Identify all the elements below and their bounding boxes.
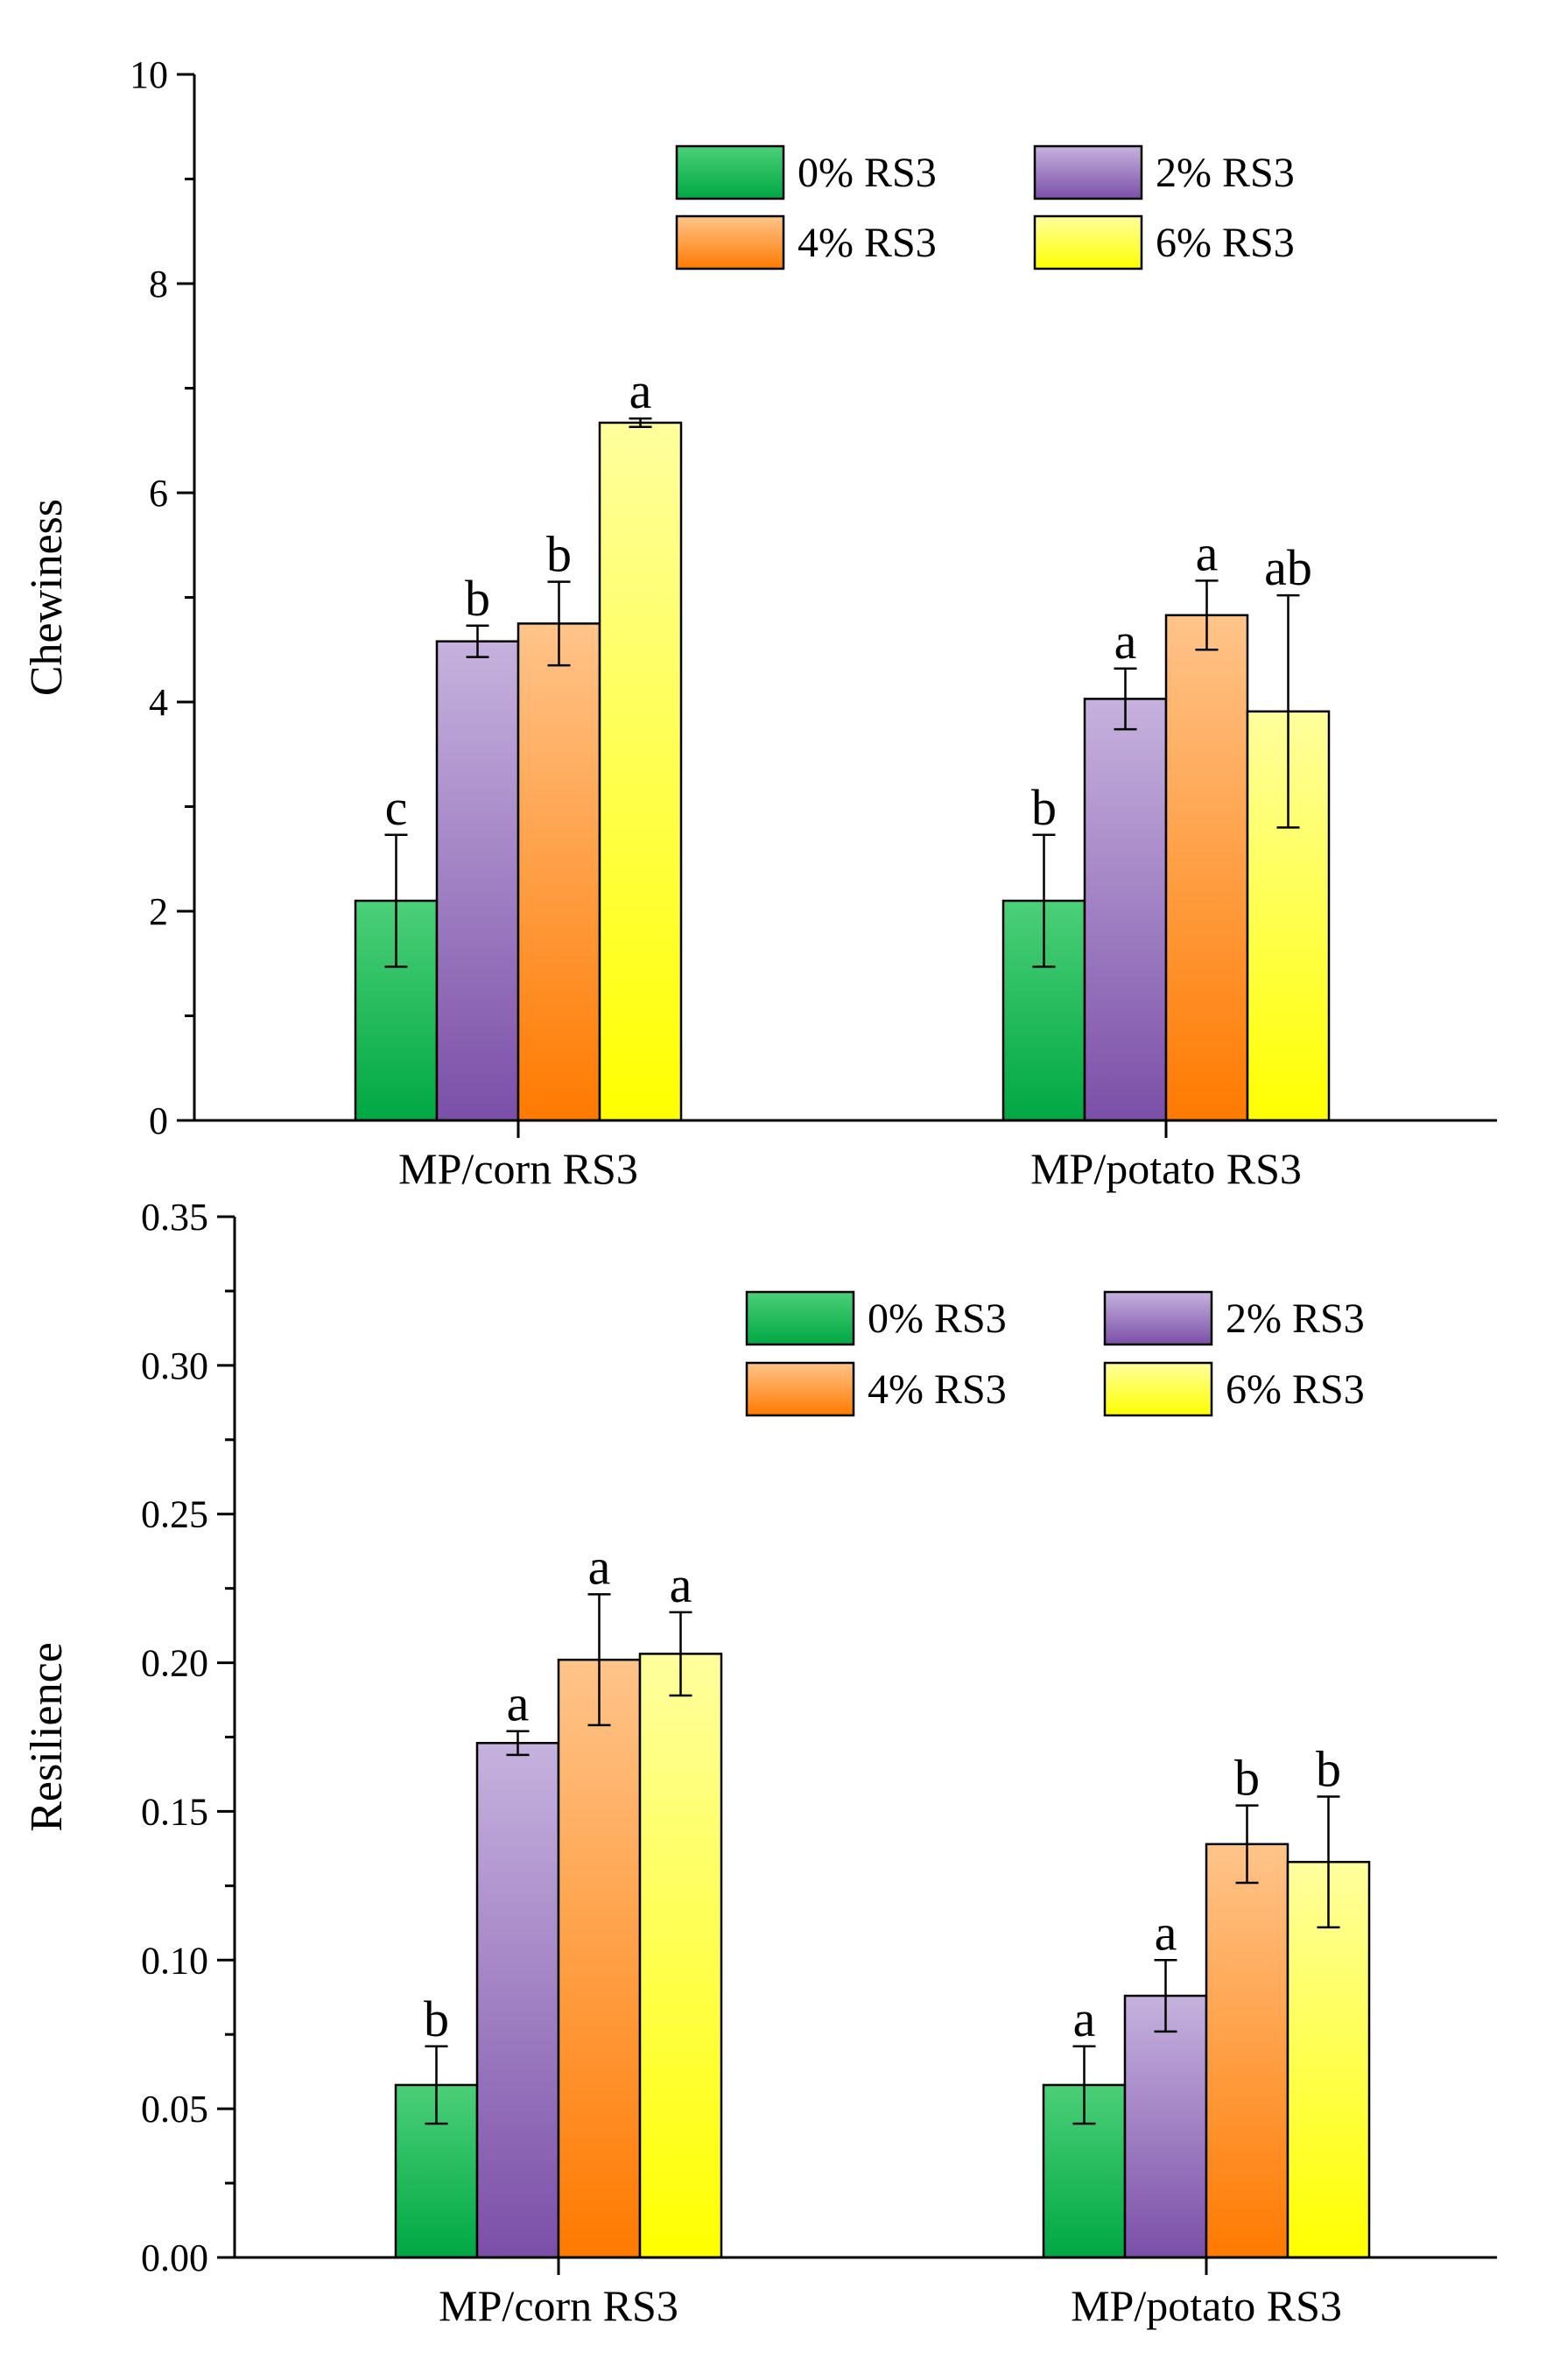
y-tick-label: 0.20 <box>141 1642 208 1685</box>
y-tick-label: 4 <box>149 681 168 724</box>
significance-letter: a <box>1155 1904 1177 1961</box>
legend-swatch <box>745 1290 855 1346</box>
error-bar-mp-corn-rs3-4pct-rs3 <box>547 580 571 667</box>
significance-letter: a <box>588 1538 611 1595</box>
error-bar-mp-potato-rs3-6pct-rs3 <box>1317 1795 1340 1929</box>
bar-mp-corn-rs3-4pct-rs3 <box>557 1658 642 2259</box>
y-tick-label: 0.05 <box>141 2088 208 2131</box>
y-tick-label: 2 <box>149 890 168 933</box>
legend-label: 2% RS3 <box>1226 1295 1365 1342</box>
legend-item-0pct-rs3: 0% RS3 <box>745 1290 1007 1346</box>
error-bar-mp-potato-rs3-0pct-rs3 <box>1032 833 1056 968</box>
bar-mp-potato-rs3-2pct-rs3 <box>1083 698 1168 1122</box>
error-bar-mp-potato-rs3-2pct-rs3 <box>1154 1959 1177 2033</box>
legend-item-4pct-rs3: 4% RS3 <box>745 1361 1007 1417</box>
y-tick-label: 0.10 <box>141 1939 208 1982</box>
bar-mp-corn-rs3-4pct-rs3 <box>516 622 601 1122</box>
bar-mp-corn-rs3-2pct-rs3 <box>475 1742 560 2259</box>
error-bar-mp-corn-rs3-4pct-rs3 <box>587 1593 611 1727</box>
significance-letter: ab <box>1264 539 1312 596</box>
error-bar-mp-corn-rs3-2pct-rs3 <box>466 624 489 658</box>
legend-label: 4% RS3 <box>868 1366 1007 1413</box>
bar-mp-corn-rs3-2pct-rs3 <box>435 640 520 1122</box>
legend-swatch <box>675 214 785 270</box>
y-tick-label: 6 <box>149 472 168 515</box>
significance-letter: b <box>1316 1740 1341 1797</box>
significance-letter: b <box>424 1990 449 2047</box>
legend-swatch <box>1103 1290 1213 1346</box>
y-tick-label: 8 <box>149 263 168 305</box>
bar-mp-potato-rs3-2pct-rs3 <box>1123 1994 1208 2259</box>
significance-letter: a <box>1196 524 1219 581</box>
bar-mp-corn-rs3-6pct-rs3 <box>598 421 683 1122</box>
legend-swatch <box>1033 214 1143 270</box>
legend: 0% RS3 2% RS3 4% RS3 6% RS3 <box>675 144 1295 270</box>
significance-letter: b <box>1031 779 1057 836</box>
legend: 0% RS3 2% RS3 4% RS3 6% RS3 <box>745 1290 1365 1417</box>
significance-letter: b <box>546 526 572 583</box>
significance-letter: a <box>1114 613 1137 670</box>
legend-item-4pct-rs3: 4% RS3 <box>675 214 937 270</box>
error-bar-mp-corn-rs3-2pct-rs3 <box>506 1730 530 1757</box>
significance-letter: b <box>465 570 490 627</box>
y-tick-label: 0.15 <box>141 1790 208 1833</box>
significance-letter: c <box>385 779 408 836</box>
significance-letter: a <box>507 1675 530 1732</box>
legend-label: 4% RS3 <box>798 220 937 266</box>
legend-label: 0% RS3 <box>798 150 937 196</box>
significance-letter: a <box>670 1556 692 1613</box>
legend-swatch <box>675 144 785 200</box>
legend-swatch <box>745 1361 855 1417</box>
error-bar-mp-potato-rs3-2pct-rs3 <box>1114 667 1137 731</box>
y-tick-label: 0.25 <box>141 1493 208 1536</box>
error-bar-mp-potato-rs3-4pct-rs3 <box>1235 1804 1259 1885</box>
error-bar-mp-corn-rs3-0pct-rs3 <box>384 833 408 968</box>
legend-item-2pct-rs3: 2% RS3 <box>1033 144 1295 200</box>
legend-label: 6% RS3 <box>1226 1366 1365 1413</box>
error-bar-mp-corn-rs3-6pct-rs3 <box>629 417 652 428</box>
legend-item-2pct-rs3: 2% RS3 <box>1103 1290 1365 1346</box>
legend-swatch <box>1033 144 1143 200</box>
legend-item-0pct-rs3: 0% RS3 <box>675 144 937 200</box>
error-bar-mp-corn-rs3-6pct-rs3 <box>669 1611 692 1697</box>
y-tick-label: 0 <box>149 1099 168 1142</box>
legend-label: 6% RS3 <box>1156 220 1295 266</box>
y-tick-label: 10 <box>130 53 168 96</box>
y-tick-label: 0.30 <box>141 1344 208 1387</box>
legend-label: 2% RS3 <box>1156 150 1295 196</box>
bar-mp-potato-rs3-4pct-rs3 <box>1205 1843 1289 2259</box>
legend-item-6pct-rs3: 6% RS3 <box>1033 214 1295 270</box>
error-bar-mp-corn-rs3-0pct-rs3 <box>425 2045 448 2125</box>
legend-label: 0% RS3 <box>868 1295 1007 1342</box>
bar-mp-corn-rs3-6pct-rs3 <box>638 1653 723 2259</box>
x-category-label: MP/potato RS3 <box>1071 2281 1342 2330</box>
significance-letter: a <box>629 362 652 419</box>
y-axis-title: Chewiness <box>22 499 72 696</box>
y-tick-label: 0.35 <box>141 1196 208 1239</box>
x-category-label: MP/potato RS3 <box>1030 1144 1302 1193</box>
bar-mp-potato-rs3-4pct-rs3 <box>1164 614 1249 1122</box>
error-bar-mp-potato-rs3-4pct-rs3 <box>1195 579 1219 651</box>
x-category-label: MP/corn RS3 <box>439 2281 678 2330</box>
y-axis-title: Resilience <box>22 1642 72 1832</box>
legend-swatch <box>1103 1361 1213 1417</box>
x-category-label: MP/corn RS3 <box>398 1144 638 1193</box>
significance-letter: b <box>1234 1750 1260 1807</box>
error-bar-mp-potato-rs3-0pct-rs3 <box>1072 2045 1096 2125</box>
legend-item-6pct-rs3: 6% RS3 <box>1103 1361 1365 1417</box>
significance-letter: a <box>1073 1990 1096 2047</box>
error-bar-mp-potato-rs3-6pct-rs3 <box>1276 593 1300 829</box>
y-tick-label: 0.00 <box>141 2236 208 2279</box>
